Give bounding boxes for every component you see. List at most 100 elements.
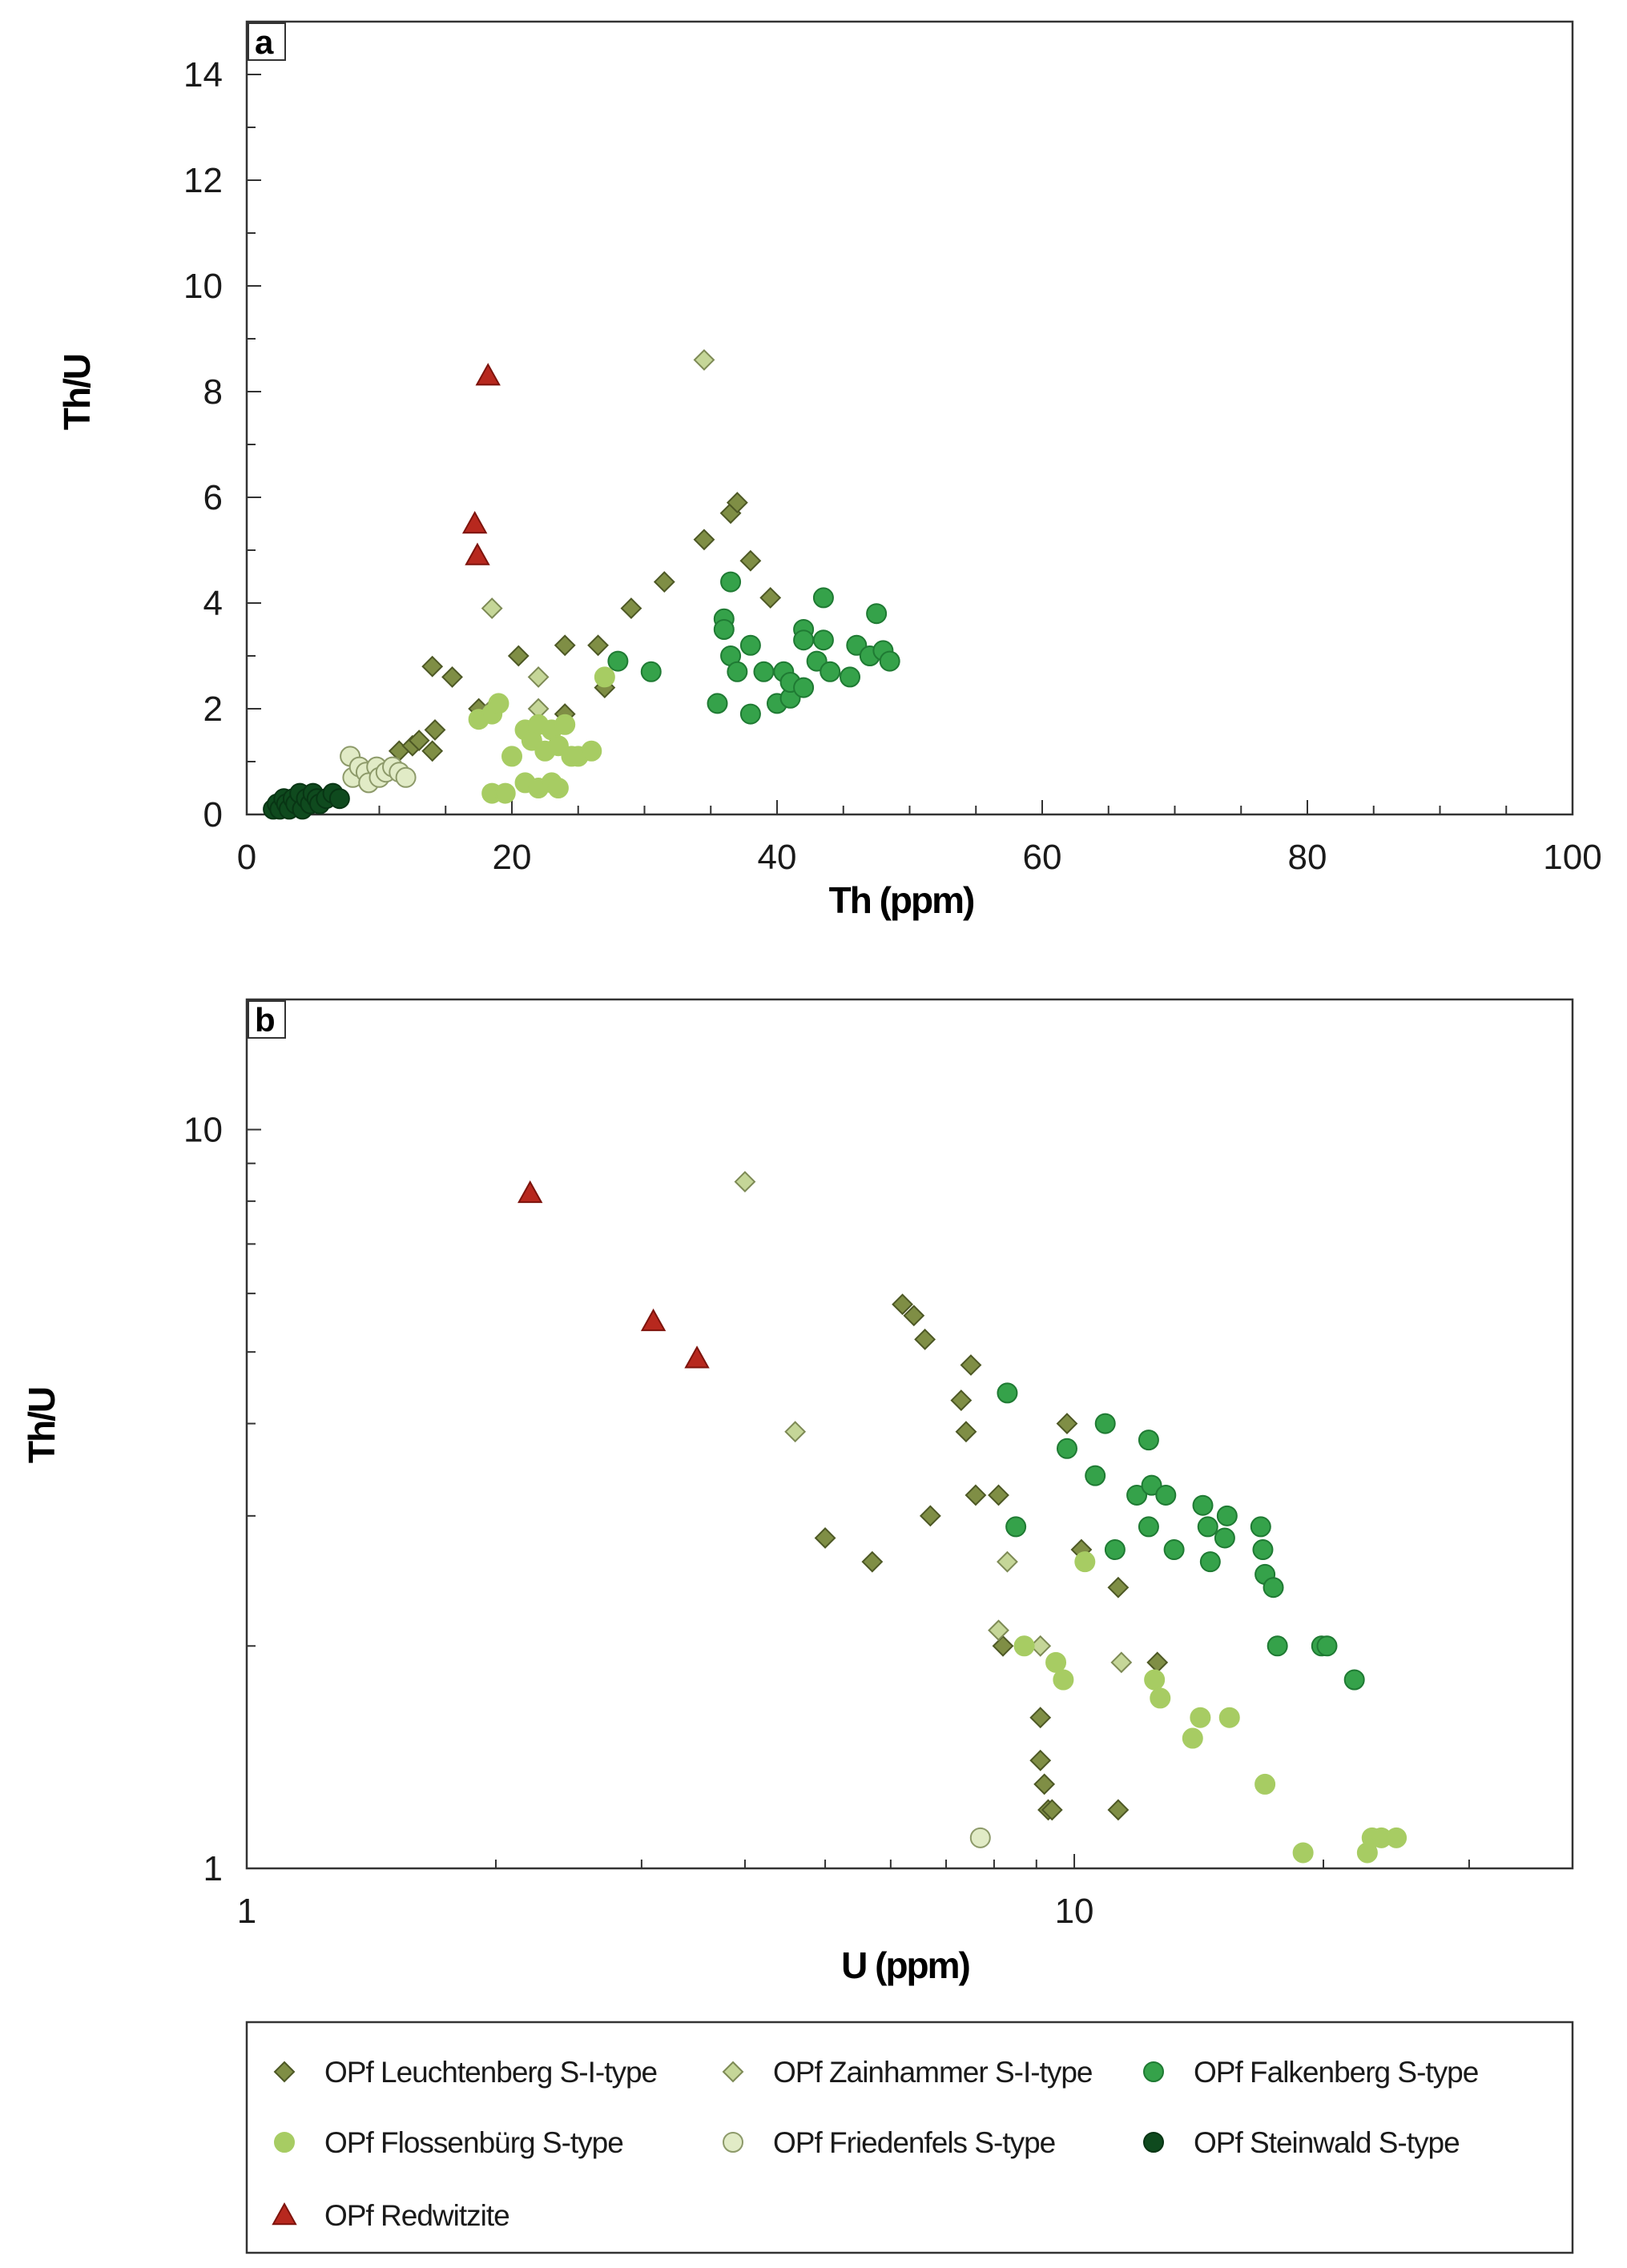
point-opf-falkenberg-s-type xyxy=(866,603,888,625)
legend-item-opf-flossenburg-s-type: OPf Flossenbürg S-type xyxy=(274,2126,624,2159)
point-opf-falkenberg-s-type xyxy=(997,1382,1018,1404)
legend-label: OPf Steinwald S-type xyxy=(1194,2126,1460,2159)
series-opf-zainhammer-s-i-type xyxy=(734,1171,1133,1674)
x-tick-label: 20 xyxy=(493,838,532,877)
point-opf-falkenberg-s-type xyxy=(1343,1669,1365,1691)
series-opf-flossenburg-s-type xyxy=(468,666,615,804)
y-tick-label: 2 xyxy=(203,690,223,729)
legend-items: OPf Leuchtenberg S-I-type OPf Zainhammer … xyxy=(272,2056,1479,2232)
point-opf-falkenberg-s-type xyxy=(1138,1516,1159,1538)
point-opf-zainhammer-s-i-type xyxy=(997,1550,1018,1573)
plot-frame-a xyxy=(245,20,1574,816)
y-axis-title-a: Th/U xyxy=(56,355,98,430)
y-tick-label: 10 xyxy=(183,1110,223,1149)
point-opf-falkenberg-s-type xyxy=(727,661,748,682)
point-opf-leuchtenberg-s-i-type xyxy=(1107,1576,1130,1598)
point-opf-flossenburg-s-type xyxy=(1254,1773,1276,1795)
series-opf-steinwald-s-type xyxy=(263,782,350,820)
legend-marker-opf-leuchtenberg-s-i-type xyxy=(273,2061,296,2083)
point-opf-flossenburg-s-type xyxy=(547,778,569,798)
x-tick-label: 0 xyxy=(237,838,256,877)
x-tick-label: 1 xyxy=(237,1892,256,1931)
point-opf-falkenberg-s-type xyxy=(1094,1413,1116,1434)
point-opf-friedenfels-s-type xyxy=(395,766,417,788)
point-opf-falkenberg-s-type xyxy=(1138,1430,1159,1451)
plot-frame-b xyxy=(245,998,1574,1870)
legend-marker-opf-steinwald-s-type xyxy=(1143,2132,1164,2153)
point-opf-zainhammer-s-i-type xyxy=(1110,1651,1133,1674)
point-opf-redwitzite xyxy=(684,1345,710,1369)
point-opf-leuchtenberg-s-i-type xyxy=(759,586,782,609)
legend-label: OPf Flossenbürg S-type xyxy=(324,2126,623,2159)
point-opf-leuchtenberg-s-i-type xyxy=(914,1329,936,1350)
point-opf-zainhammer-s-i-type xyxy=(734,1171,756,1192)
point-opf-flossenburg-s-type xyxy=(1292,1842,1314,1864)
point-opf-falkenberg-s-type xyxy=(812,587,834,609)
point-opf-flossenburg-s-type xyxy=(501,746,522,767)
point-opf-leuchtenberg-s-i-type xyxy=(1041,1799,1063,1821)
point-opf-falkenberg-s-type xyxy=(607,650,629,672)
legend-label: OPf Friedenfels S-type xyxy=(773,2126,1055,2159)
x-tick-label: 80 xyxy=(1288,838,1327,877)
series-opf-flossenburg-s-type xyxy=(1013,1551,1408,1864)
point-opf-leuchtenberg-s-i-type xyxy=(726,492,748,514)
point-opf-leuchtenberg-s-i-type xyxy=(1107,1799,1130,1821)
point-opf-falkenberg-s-type xyxy=(1141,1474,1162,1496)
point-opf-flossenburg-s-type xyxy=(1182,1727,1203,1749)
point-opf-flossenburg-s-type xyxy=(1053,1669,1074,1691)
point-opf-falkenberg-s-type xyxy=(879,650,900,672)
legend-marker-opf-zainhammer-s-i-type xyxy=(722,2061,744,2083)
x-axis-title-a: Th (ppm) xyxy=(829,879,974,921)
point-opf-falkenberg-s-type xyxy=(1267,1635,1288,1657)
x-tick-label: 100 xyxy=(1543,838,1601,877)
point-opf-flossenburg-s-type xyxy=(488,693,509,714)
point-opf-falkenberg-s-type xyxy=(1214,1527,1235,1549)
point-opf-leuchtenberg-s-i-type xyxy=(1056,1413,1078,1434)
point-opf-zainhammer-s-i-type xyxy=(693,348,715,371)
point-opf-leuchtenberg-s-i-type xyxy=(421,655,444,678)
point-opf-falkenberg-s-type xyxy=(1104,1539,1126,1561)
x-axis-title-b: U (ppm) xyxy=(841,1944,969,1986)
point-opf-leuchtenberg-s-i-type xyxy=(653,571,675,593)
y-tick-label: 4 xyxy=(203,584,223,623)
point-opf-falkenberg-s-type xyxy=(1199,1551,1221,1573)
series-opf-friedenfels-s-type xyxy=(340,746,417,794)
point-opf-falkenberg-s-type xyxy=(1085,1465,1106,1486)
y-tick-label: 6 xyxy=(203,478,223,517)
point-opf-falkenberg-s-type xyxy=(820,661,841,682)
point-opf-leuchtenberg-s-i-type xyxy=(903,1305,925,1327)
legend-item-opf-zainhammer-s-i-type: OPf Zainhammer S-I-type xyxy=(722,2056,1093,2089)
legend-label: OPf Redwitzite xyxy=(324,2199,509,2232)
point-opf-leuchtenberg-s-i-type xyxy=(1033,1773,1056,1796)
point-opf-falkenberg-s-type xyxy=(1005,1516,1027,1538)
point-opf-friedenfels-s-type xyxy=(969,1827,991,1848)
point-opf-redwitzite xyxy=(461,510,488,534)
point-opf-falkenberg-s-type xyxy=(793,677,815,698)
point-opf-leuchtenberg-s-i-type xyxy=(992,1635,1014,1657)
point-opf-flossenburg-s-type xyxy=(494,782,516,804)
point-opf-falkenberg-s-type xyxy=(1250,1516,1271,1538)
point-opf-flossenburg-s-type xyxy=(1013,1635,1035,1657)
y-tick-label: 0 xyxy=(203,795,223,834)
point-opf-leuchtenberg-s-i-type xyxy=(507,645,530,667)
point-opf-leuchtenberg-s-i-type xyxy=(960,1354,982,1376)
series-opf-falkenberg-s-type xyxy=(607,571,900,725)
point-opf-falkenberg-s-type xyxy=(812,629,834,651)
legend-item-opf-steinwald-s-type: OPf Steinwald S-type xyxy=(1143,2126,1460,2159)
panel-label-a: a xyxy=(255,23,274,61)
point-opf-redwitzite xyxy=(465,542,490,565)
legend-item-opf-leuchtenberg-s-i-type: OPf Leuchtenberg S-I-type xyxy=(273,2056,658,2089)
point-opf-flossenburg-s-type xyxy=(1144,1669,1166,1691)
point-opf-zainhammer-s-i-type xyxy=(527,666,550,688)
point-opf-zainhammer-s-i-type xyxy=(784,1421,807,1443)
point-opf-zainhammer-s-i-type xyxy=(988,1619,1009,1642)
y-axis-title-b: Th/U xyxy=(21,1388,62,1463)
y-tick-label: 12 xyxy=(183,161,223,200)
point-opf-falkenberg-s-type xyxy=(640,661,662,682)
point-opf-flossenburg-s-type xyxy=(594,666,615,688)
point-opf-leuchtenberg-s-i-type xyxy=(739,549,762,572)
point-opf-leuchtenberg-s-i-type xyxy=(919,1505,941,1527)
point-opf-falkenberg-s-type xyxy=(739,703,761,725)
point-opf-leuchtenberg-s-i-type xyxy=(421,740,444,762)
